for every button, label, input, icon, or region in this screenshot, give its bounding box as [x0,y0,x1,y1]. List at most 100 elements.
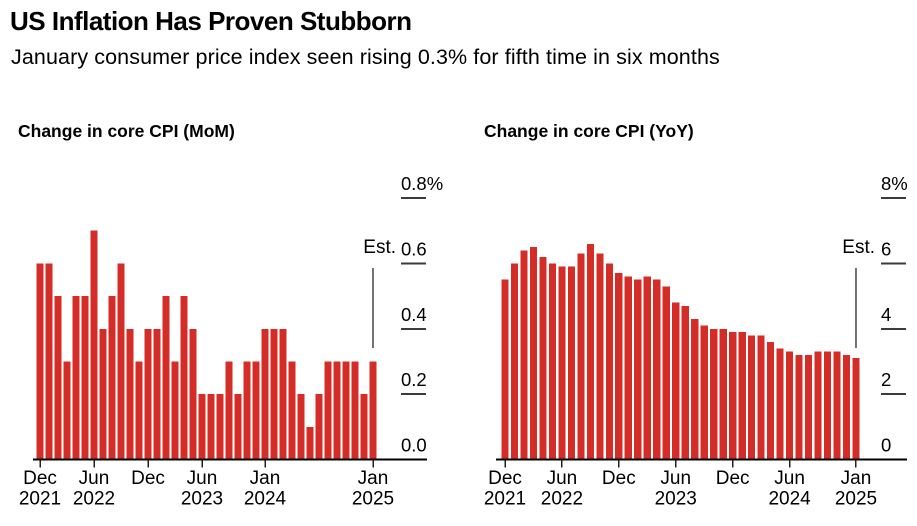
bar-yoy-may-2024 [776,348,784,460]
bar-yoy-jun-2024 [785,351,794,460]
bar-mom-jan-2023 [153,328,161,460]
bar-mom-feb-2022 [54,296,62,460]
bar-yoy-aug-2024 [804,354,813,460]
bar-mom-aug-2023 [216,394,224,460]
x-tick-label-mom: Dec [131,468,165,489]
bar-yoy-nov-2022 [605,263,613,460]
bar-mom-mar-2024 [279,328,287,460]
bar-mom-mar-2022 [63,361,71,460]
bar-mom-dec-2024 [360,394,368,460]
y-tick-label-yoy: 4 [881,304,891,325]
bar-yoy-jul-2022 [567,266,575,460]
bar-mom-may-2022 [81,296,89,460]
y-tick-label-mom: 0.6 [401,238,427,259]
bar-mom-may-2023 [189,328,197,460]
bar-mom-oct-2022 [126,328,134,460]
bar-mom-may-2024 [297,394,305,460]
x-tick-label-mom: 2022 [73,489,115,510]
y-tick-label-mom: 0.8% [401,173,443,194]
bar-mom-dec-2022 [144,328,152,460]
x-tick-label-mom: Jun [79,468,110,489]
estimate-label-yoy: Est. [842,237,875,258]
bar-yoy-may-2023 [662,286,670,460]
bar-mom-aug-2024 [324,361,332,460]
bar-yoy-feb-2023 [634,279,642,460]
bar-yoy-mar-2024 [757,335,765,460]
x-tick-label-yoy: 2022 [541,489,583,510]
bar-yoy-oct-2022 [596,253,604,460]
bar-yoy-may-2022 [548,263,557,460]
x-tick-label-yoy: Dec [716,468,750,489]
bar-mom-feb-2023 [162,296,170,460]
bar-yoy-mar-2022 [529,247,538,460]
bar-mom-jan-2022 [45,263,53,460]
x-tick-label-mom: 2023 [181,489,223,510]
bar-mom-jan-2025 [369,361,377,460]
x-tick-label-mom: 2021 [19,489,61,510]
bar-yoy-sep-2023 [700,325,708,460]
x-tick-label-mom: Jan [358,468,389,489]
bar-yoy-apr-2022 [539,256,547,460]
bar-mom-dec-2023 [252,361,260,460]
x-tick-label-mom: Jun [187,468,218,489]
y-tick-label-mom: 0.2 [401,369,427,390]
bar-mom-jun-2022 [90,230,98,460]
bar-yoy-nov-2024 [833,351,841,460]
bar-yoy-apr-2023 [653,279,661,460]
bar-mom-jul-2023 [207,394,215,460]
x-tick-label-yoy: 2025 [835,489,877,510]
x-tick-label-yoy: Dec [488,468,522,489]
x-tick-label-mom: 2025 [352,489,394,510]
bar-mom-apr-2023 [180,296,188,460]
page-title: US Inflation Has Proven Stubborn [10,6,412,36]
x-tick-label-yoy: 2024 [768,489,811,510]
bar-yoy-mar-2023 [643,276,651,460]
bar-yoy-jul-2024 [795,354,803,460]
bar-yoy-aug-2022 [577,253,585,460]
x-tick-label-mom: Dec [23,468,57,489]
bar-mom-feb-2024 [270,328,278,460]
bar-yoy-jul-2023 [681,305,689,460]
y-tick-label-mom: 0.0 [401,435,427,456]
bar-yoy-oct-2024 [823,351,832,460]
x-tick-label-yoy: Dec [602,468,636,489]
bar-mom-apr-2024 [288,361,296,460]
x-tick-label-mom: Jan [250,468,281,489]
bar-mom-jul-2024 [315,394,323,460]
bar-mom-nov-2024 [351,361,359,460]
bar-yoy-jun-2022 [558,266,566,460]
bar-yoy-apr-2024 [767,341,775,460]
bar-yoy-sep-2022 [586,243,594,460]
x-tick-label-mom: 2024 [244,489,287,510]
bar-yoy-jan-2025 [852,358,860,460]
bar-mom-sep-2024 [333,361,341,460]
bar-yoy-feb-2022 [520,250,528,460]
y-tick-label-yoy: 0 [881,435,891,456]
bar-yoy-dec-2021 [501,279,509,460]
bar-yoy-jan-2022 [510,263,519,460]
x-tick-label-yoy: Jun [774,468,805,489]
estimate-label-mom: Est. [363,237,396,258]
bar-yoy-aug-2023 [691,318,699,460]
x-tick-label-yoy: 2023 [655,489,697,510]
bar-mom-nov-2023 [243,361,251,460]
page-subtitle: January consumer price index seen rising… [11,45,720,69]
bar-mom-jun-2023 [198,394,206,460]
bar-mom-mar-2023 [171,361,179,460]
bar-yoy-jan-2024 [738,332,746,460]
x-tick-label-yoy: Jun [547,468,578,489]
x-tick-label-yoy: 2021 [484,489,526,510]
bar-mom-oct-2023 [234,394,242,460]
bar-yoy-dec-2024 [842,354,851,460]
y-tick-label-mom: 0.4 [401,304,427,325]
chart-title-mom: Change in core CPI (MoM) [18,121,235,141]
bar-yoy-sep-2024 [814,351,822,460]
bar-yoy-dec-2022 [615,273,623,460]
bar-mom-apr-2022 [72,296,80,460]
bar-mom-sep-2023 [225,361,233,460]
bar-yoy-jun-2023 [672,302,680,460]
bar-mom-jul-2022 [99,328,107,460]
bar-yoy-oct-2023 [710,328,718,460]
bar-mom-dec-2021 [36,263,44,460]
